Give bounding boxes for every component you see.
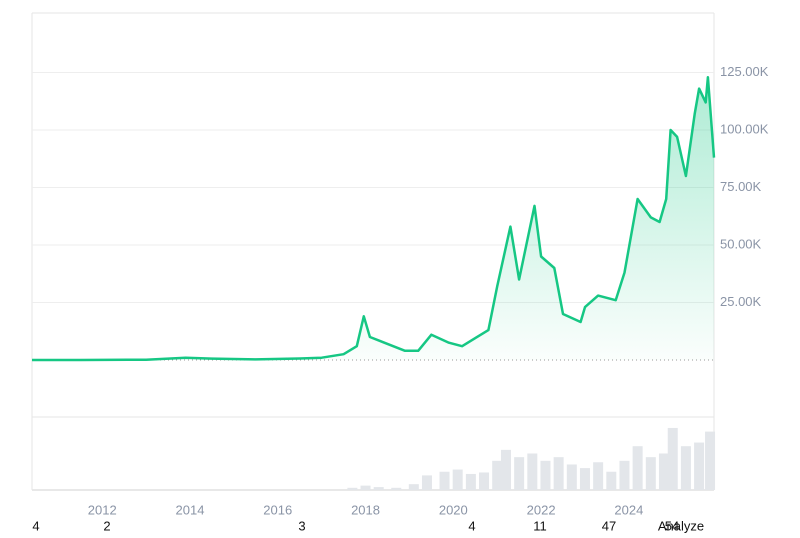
volume-bar — [694, 442, 705, 490]
volume-bar — [373, 487, 384, 490]
volume-bar — [500, 449, 511, 490]
footer-label: Analyze — [658, 518, 704, 533]
y-tick-label: 50.00K — [720, 236, 762, 251]
x-tick-label: 2022 — [527, 502, 556, 517]
volume-bar — [645, 457, 656, 490]
x-tick-label: 2018 — [351, 502, 380, 517]
y-tick-label: 75.00K — [720, 179, 762, 194]
y-tick-label: 25.00K — [720, 294, 762, 309]
x-tick-label: 2024 — [614, 502, 643, 517]
volume-bar — [421, 475, 432, 490]
volume-bar — [705, 431, 716, 490]
volume-bar — [553, 457, 564, 490]
volume-bar — [408, 484, 419, 490]
volume-bar — [632, 446, 643, 490]
volume-bar — [593, 462, 604, 490]
x-tick-label: 2020 — [439, 502, 468, 517]
footer-label: 2 — [103, 518, 110, 533]
volume-bar — [540, 460, 551, 490]
volume-bar — [527, 453, 538, 490]
footer-label: 47 — [602, 518, 616, 533]
volume-bar — [439, 471, 450, 490]
volume-bar — [579, 468, 590, 490]
footer-label: 54 — [665, 518, 679, 533]
volume-bar — [566, 464, 577, 490]
volume-bar — [465, 473, 476, 490]
volume-bar — [391, 487, 402, 490]
x-tick-label: 2016 — [263, 502, 292, 517]
area — [32, 77, 714, 360]
footer-label: 4 — [468, 518, 475, 533]
volume-bar — [658, 453, 669, 490]
x-tick-label: 2012 — [88, 502, 117, 517]
volume-bar — [619, 460, 630, 490]
volume-bar — [680, 446, 691, 490]
footer-label: 11 — [533, 518, 547, 533]
y-tick-label: 100.00K — [720, 121, 769, 136]
volume-bar — [452, 469, 463, 490]
volume-bar — [479, 472, 490, 490]
y-tick-label: 125.00K — [720, 64, 769, 79]
price-line — [32, 75, 716, 362]
volume-bar — [667, 427, 678, 490]
x-tick-label: 2014 — [176, 502, 205, 517]
volume-bar — [347, 487, 358, 490]
footer-label: 4 — [32, 518, 39, 533]
volume-bar — [606, 471, 617, 490]
footer-label: 3 — [298, 518, 305, 533]
volume-bar — [514, 457, 525, 490]
volume-bar — [360, 485, 371, 490]
volume-bar — [492, 460, 503, 490]
